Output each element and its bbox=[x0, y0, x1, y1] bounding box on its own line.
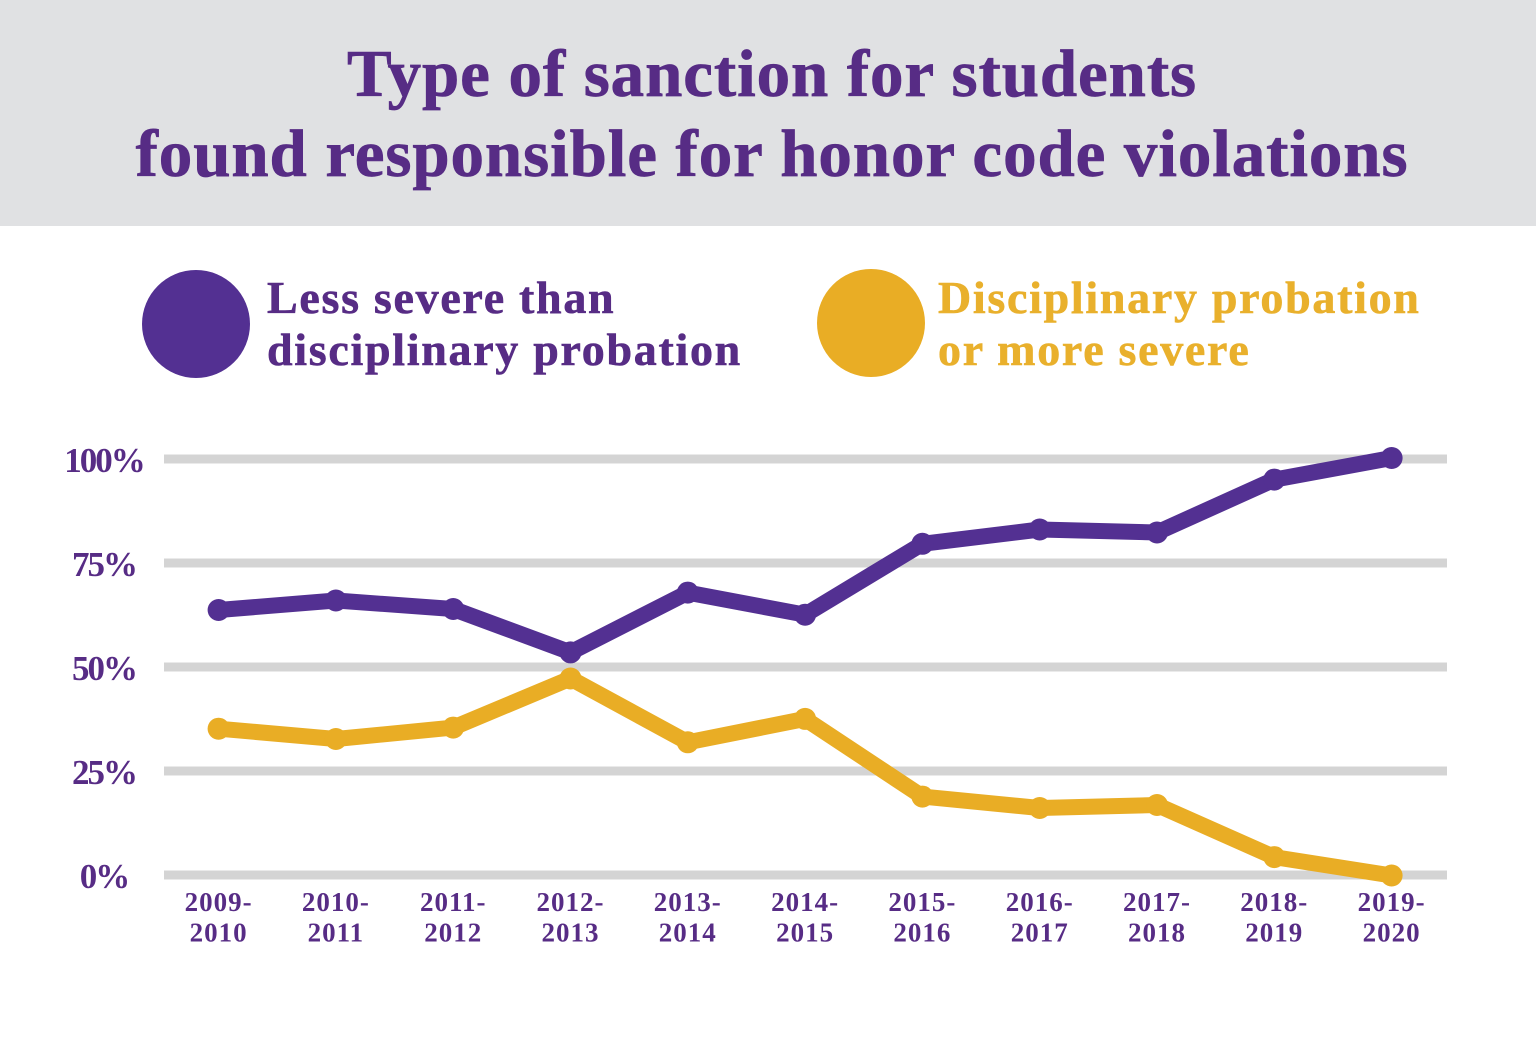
svg-text:2018-2019: 2018-2019 bbox=[1240, 887, 1308, 948]
svg-text:2013-2014: 2013-2014 bbox=[654, 887, 722, 948]
svg-text:2009-2010: 2009-2010 bbox=[185, 887, 253, 948]
svg-text:25%: 25% bbox=[72, 753, 136, 792]
svg-text:2014-2015: 2014-2015 bbox=[771, 887, 839, 948]
svg-text:0%: 0% bbox=[80, 857, 129, 896]
svg-text:50%: 50% bbox=[72, 649, 136, 688]
svg-text:2011-2012: 2011-2012 bbox=[420, 887, 487, 948]
svg-text:2019-2020: 2019-2020 bbox=[1358, 887, 1426, 948]
svg-text:2010-2011: 2010-2011 bbox=[302, 887, 370, 948]
svg-text:2015-2016: 2015-2016 bbox=[888, 887, 956, 948]
svg-text:75%: 75% bbox=[72, 545, 136, 584]
svg-text:2017-2018: 2017-2018 bbox=[1123, 887, 1191, 948]
svg-text:2016-2017: 2016-2017 bbox=[1006, 887, 1074, 948]
svg-text:2012-2013: 2012-2013 bbox=[537, 887, 605, 948]
svg-text:100%: 100% bbox=[64, 441, 144, 480]
